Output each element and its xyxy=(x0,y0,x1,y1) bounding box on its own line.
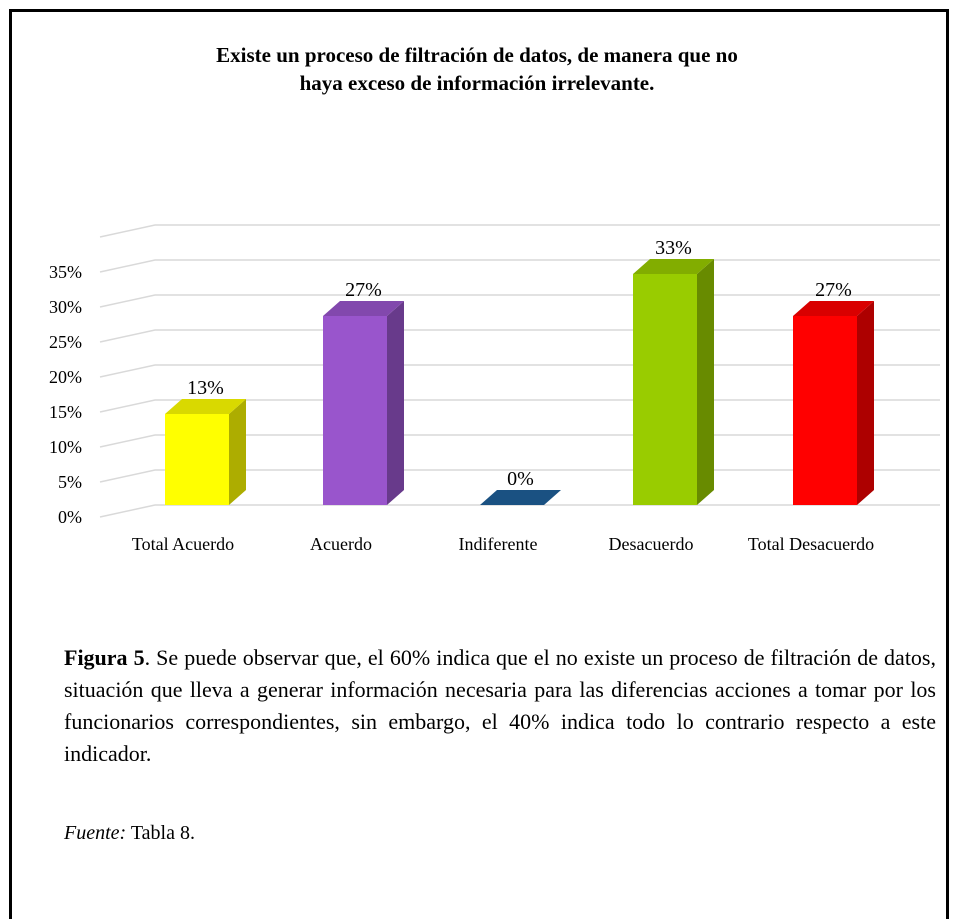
y-tick-label: 35% xyxy=(49,262,82,282)
x-tick-label: Total Desacuerdo xyxy=(747,534,875,554)
bar-side xyxy=(857,301,874,505)
y-tick-label: 5% xyxy=(58,472,82,492)
value-label: 13% xyxy=(187,377,224,399)
y-tick-label: 10% xyxy=(49,437,82,457)
bar-top xyxy=(323,301,404,316)
x-tick-label: Acuerdo xyxy=(310,534,372,554)
figure-label: Figura 5 xyxy=(64,645,145,670)
chart-title: Existe un proceso de filtración de datos… xyxy=(216,43,738,67)
frame-line xyxy=(99,224,940,238)
source-label: Fuente: xyxy=(64,822,127,844)
x-tick-label: Desacuerdo xyxy=(608,534,694,554)
grid-line xyxy=(99,504,940,518)
caption: Figura 5. Se puede observar que, el 60% … xyxy=(64,642,936,770)
source-text: Tabla 8. xyxy=(130,822,195,844)
frame xyxy=(9,9,949,919)
bar-front xyxy=(793,316,857,505)
y-tick-label: 30% xyxy=(49,297,82,317)
y-tick-label: 0% xyxy=(58,507,82,527)
bar-top xyxy=(165,399,246,414)
bar-top xyxy=(633,259,714,274)
bar-side xyxy=(697,259,714,505)
y-tick-label: 15% xyxy=(49,402,82,422)
grid-line xyxy=(99,259,940,273)
value-label: 33% xyxy=(655,237,692,259)
chart-title: haya exceso de información irrelevante. xyxy=(300,71,655,95)
bar-front xyxy=(323,316,387,505)
bar-front xyxy=(633,274,697,505)
value-label: 0% xyxy=(507,468,534,490)
bar-side xyxy=(229,399,246,505)
bar-top xyxy=(480,490,561,505)
x-tick-label: Indiferente xyxy=(458,534,538,554)
y-tick-label: 25% xyxy=(49,332,82,352)
value-label: 27% xyxy=(815,279,852,301)
y-tick-label: 20% xyxy=(49,367,82,387)
caption-text: . Se puede observar que, el 60% indica q… xyxy=(64,645,936,766)
source: Fuente: Tabla 8. xyxy=(64,822,195,845)
bar-front xyxy=(165,414,229,505)
bar-top xyxy=(793,301,874,316)
x-tick-label: Total Acuerdo xyxy=(131,534,235,554)
value-label: 27% xyxy=(345,279,382,301)
bar-side xyxy=(387,301,404,505)
